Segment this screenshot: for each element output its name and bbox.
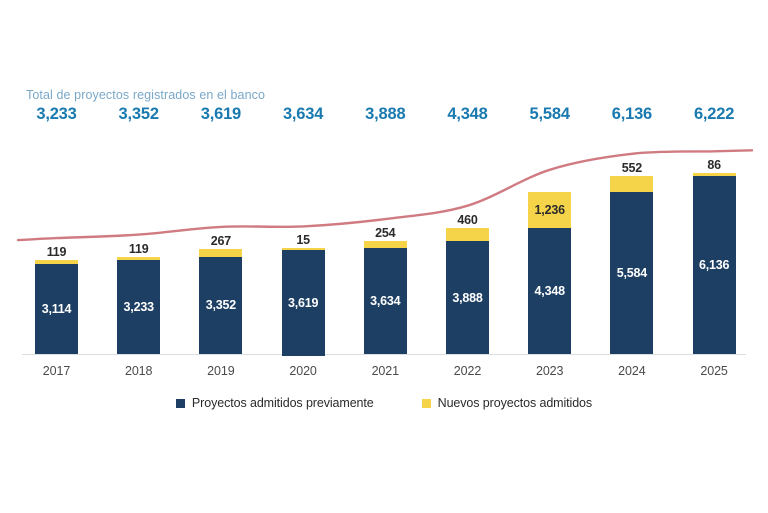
bar-value-label-previous: 3,114 [41, 301, 72, 316]
bar-value-label-previous: 5,584 [616, 265, 648, 280]
total-value: 3,888 [365, 105, 406, 123]
bar-segment-previous-projects[interactable]: 3,888 [446, 241, 489, 354]
bar-value-label-new: 15 [296, 233, 310, 248]
bar-value-label-previous: 3,233 [123, 300, 154, 315]
trend-line-path [16, 149, 754, 242]
bar-value-label-previous: 3,634 [370, 294, 401, 309]
bar-column[interactable]: 460 3,888 [446, 213, 489, 354]
totals-caption: Total de proyectos registrados en el ban… [26, 88, 266, 102]
bar-value-label-new: 1,236 [534, 202, 565, 217]
total-value: 4,348 [447, 105, 488, 123]
bar-segment-new-projects[interactable]: 119 [35, 245, 78, 264]
bar-value-label-previous: 3,888 [452, 290, 483, 305]
legend-label: Nuevos proyectos admitidos [437, 396, 593, 410]
total-value: 3,634 [282, 105, 324, 123]
total-value: 3,619 [200, 105, 242, 123]
bar-value-label-new: 552 [621, 160, 643, 175]
x-axis-label: 2022 [453, 364, 482, 378]
totals-header: Total de proyectos registrados en el ban… [26, 88, 742, 129]
bar-segment-new-projects[interactable]: 1,236 [528, 191, 572, 228]
totals-values-row: 3,233 3,352 3,619 3,634 3,888 4,348 5,584 6,136… [26, 105, 742, 129]
bar-value-label-previous: 3,619 [287, 295, 319, 310]
bar-segment-previous-projects[interactable]: 6,136 [692, 175, 736, 354]
bar-value-label-new: 119 [46, 245, 67, 260]
chart-legend: Proyectos admitidos previamente Nuevos pr… [0, 396, 768, 410]
legend-item[interactable]: Proyectos admitidos previamente [175, 396, 374, 410]
x-axis-label: 2017 [42, 364, 71, 378]
total-value: 6,222 [693, 105, 735, 123]
bar-segment-previous-projects[interactable]: 4,348 [528, 227, 572, 354]
bar-segment-previous-projects[interactable]: 3,634 [363, 248, 407, 354]
bar-value-label-new: 254 [375, 226, 396, 241]
bar-segment-previous-projects[interactable]: 3,233 [117, 260, 161, 354]
x-axis-label: 2018 [124, 364, 153, 378]
bar-column[interactable]: 119 3,233 [117, 242, 161, 354]
bar-value-label-new: 460 [457, 212, 478, 227]
bar-segment-previous-projects[interactable]: 5,584 [610, 191, 654, 354]
bar-column[interactable]: 86 6,136 [692, 158, 736, 354]
bar-segment-new-projects[interactable]: 119 [117, 242, 161, 261]
bar-column[interactable]: 119 3,114 [35, 245, 78, 354]
bar-column[interactable]: 254 3,634 [363, 226, 407, 354]
bar-segment-previous-projects[interactable]: 3,114 [35, 263, 78, 354]
bar-segment-new-projects[interactable]: 267 [199, 234, 243, 257]
x-axis-label: 2024 [618, 364, 646, 378]
bar-segment-new-projects[interactable]: 552 [610, 161, 654, 192]
bar-segment-new-projects[interactable]: 15 [281, 233, 325, 251]
total-value: 3,233 [36, 105, 77, 123]
bar-column[interactable]: 1,236 4,348 [528, 191, 572, 354]
x-axis-label: 2023 [535, 364, 564, 378]
x-axis-label: 2021 [371, 364, 400, 378]
x-axis-label: 2020 [289, 364, 317, 378]
axis-baseline [22, 354, 746, 355]
legend-swatch-previous-icon [175, 398, 185, 408]
x-axis-label: 2019 [207, 364, 235, 378]
legend-label: Proyectos admitidos previamente [191, 396, 374, 410]
bar-column[interactable]: 552 5,584 [610, 161, 654, 354]
bar-segment-previous-projects[interactable]: 3,619 [281, 250, 325, 356]
bar-column[interactable]: 267 3,352 [199, 234, 243, 354]
bar-value-label-previous: 4,348 [534, 283, 565, 298]
total-value: 6,136 [611, 105, 653, 123]
bar-value-label-new: 267 [210, 233, 232, 248]
x-axis-label: 2025 [700, 364, 728, 378]
bar-value-label-previous: 3,352 [205, 298, 237, 313]
total-value: 5,584 [529, 105, 570, 123]
total-value: 3,352 [118, 105, 159, 123]
bar-segment-new-projects[interactable]: 460 [446, 213, 489, 242]
bar-column[interactable]: 15 3,619 [281, 233, 325, 356]
legend-item[interactable]: Nuevos proyectos admitidos [421, 396, 593, 410]
bar-value-label-new: 119 [128, 241, 149, 256]
legend-swatch-new-icon [421, 398, 431, 408]
bar-segment-new-projects[interactable]: 254 [363, 226, 407, 249]
bar-segment-new-projects[interactable]: 86 [692, 158, 736, 176]
bar-value-label-new: 86 [707, 158, 721, 173]
bar-value-label-previous: 6,136 [698, 257, 730, 272]
bar-segment-previous-projects[interactable]: 3,352 [199, 256, 243, 354]
